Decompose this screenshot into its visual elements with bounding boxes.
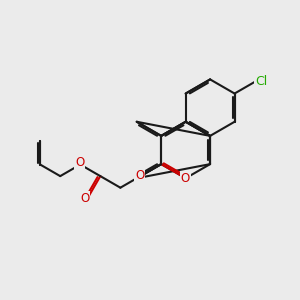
Text: O: O [135, 169, 145, 182]
Text: Cl: Cl [255, 76, 267, 88]
Text: O: O [181, 172, 190, 184]
Text: O: O [75, 156, 84, 169]
Text: O: O [80, 192, 89, 205]
